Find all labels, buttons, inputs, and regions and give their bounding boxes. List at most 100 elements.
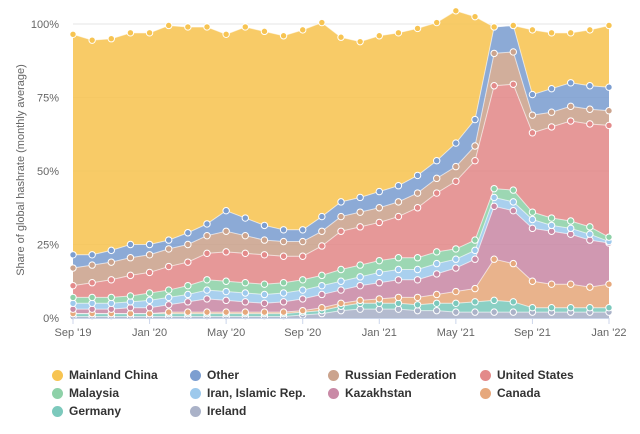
marker-russian-federation[interactable] xyxy=(318,227,326,235)
marker-mainland-china[interactable] xyxy=(567,29,575,37)
marker-kazakhstan[interactable] xyxy=(203,295,211,303)
marker-iran-islamic-rep[interactable] xyxy=(165,293,173,302)
marker-kazakhstan[interactable] xyxy=(433,270,441,278)
marker-mainland-china[interactable] xyxy=(126,29,135,37)
marker-other[interactable] xyxy=(567,79,575,87)
marker-malaysia[interactable] xyxy=(586,223,594,231)
marker-mainland-china[interactable] xyxy=(394,29,403,37)
marker-malaysia[interactable] xyxy=(356,261,364,269)
marker-russian-federation[interactable] xyxy=(279,237,288,246)
marker-united-states[interactable] xyxy=(241,249,249,258)
marker-malaysia[interactable] xyxy=(260,280,269,288)
marker-other[interactable] xyxy=(241,214,249,222)
marker-iran-islamic-rep[interactable] xyxy=(394,265,403,274)
marker-other[interactable] xyxy=(184,229,192,237)
marker-iran-islamic-rep[interactable] xyxy=(203,286,211,294)
marker-mainland-china[interactable] xyxy=(69,30,77,38)
marker-iran-islamic-rep[interactable] xyxy=(356,273,364,281)
marker-canada[interactable] xyxy=(184,308,192,316)
marker-malaysia[interactable] xyxy=(433,248,441,256)
marker-iran-islamic-rep[interactable] xyxy=(528,215,537,224)
marker-germany[interactable] xyxy=(586,304,594,312)
marker-kazakhstan[interactable] xyxy=(509,206,517,215)
marker-united-states[interactable] xyxy=(433,189,441,197)
marker-united-states[interactable] xyxy=(528,129,537,137)
marker-united-states[interactable] xyxy=(145,268,154,277)
marker-kazakhstan[interactable] xyxy=(241,298,249,306)
marker-other[interactable] xyxy=(375,187,383,196)
marker-malaysia[interactable] xyxy=(165,286,173,294)
marker-canada[interactable] xyxy=(375,295,383,303)
marker-iran-islamic-rep[interactable] xyxy=(145,296,154,305)
marker-malaysia[interactable] xyxy=(299,276,307,284)
marker-canada[interactable] xyxy=(413,293,422,302)
marker-other[interactable] xyxy=(107,246,115,255)
marker-russian-federation[interactable] xyxy=(586,105,594,113)
marker-mainland-china[interactable] xyxy=(318,18,326,27)
marker-united-states[interactable] xyxy=(337,227,345,235)
marker-mainland-china[interactable] xyxy=(145,29,154,37)
marker-kazakhstan[interactable] xyxy=(490,202,498,210)
marker-mainland-china[interactable] xyxy=(413,24,422,33)
marker-iran-islamic-rep[interactable] xyxy=(279,289,288,297)
marker-malaysia[interactable] xyxy=(279,279,288,287)
legend-item[interactable]: United States xyxy=(480,368,620,382)
marker-united-states[interactable] xyxy=(107,276,115,284)
marker-malaysia[interactable] xyxy=(222,277,230,285)
marker-iran-islamic-rep[interactable] xyxy=(490,193,498,202)
marker-mainland-china[interactable] xyxy=(299,26,307,34)
marker-other[interactable] xyxy=(452,139,460,147)
marker-malaysia[interactable] xyxy=(203,276,211,284)
marker-kazakhstan[interactable] xyxy=(356,281,364,290)
marker-russian-federation[interactable] xyxy=(528,111,537,119)
marker-malaysia[interactable] xyxy=(145,289,154,297)
marker-other[interactable] xyxy=(165,236,173,244)
marker-united-states[interactable] xyxy=(394,212,403,221)
marker-canada[interactable] xyxy=(452,287,460,296)
marker-russian-federation[interactable] xyxy=(299,237,307,246)
marker-russian-federation[interactable] xyxy=(126,254,135,262)
marker-iran-islamic-rep[interactable] xyxy=(337,277,345,285)
marker-kazakhstan[interactable] xyxy=(222,296,230,305)
marker-malaysia[interactable] xyxy=(241,279,249,287)
marker-kazakhstan[interactable] xyxy=(471,255,479,263)
marker-other[interactable] xyxy=(471,115,479,124)
marker-malaysia[interactable] xyxy=(184,281,192,290)
marker-canada[interactable] xyxy=(165,308,173,316)
marker-mainland-china[interactable] xyxy=(356,37,364,46)
marker-canada[interactable] xyxy=(605,280,613,288)
marker-iran-islamic-rep[interactable] xyxy=(318,281,326,290)
marker-mainland-china[interactable] xyxy=(184,23,192,31)
marker-germany[interactable] xyxy=(471,298,479,306)
marker-united-states[interactable] xyxy=(586,120,594,128)
marker-canada[interactable] xyxy=(279,308,288,316)
marker-mainland-china[interactable] xyxy=(509,21,517,30)
marker-russian-federation[interactable] xyxy=(222,227,230,235)
marker-canada[interactable] xyxy=(337,299,345,307)
marker-ireland[interactable] xyxy=(509,308,517,316)
marker-canada[interactable] xyxy=(318,304,326,312)
marker-russian-federation[interactable] xyxy=(394,198,403,206)
marker-mainland-china[interactable] xyxy=(586,26,594,34)
marker-ireland[interactable] xyxy=(452,308,460,316)
marker-united-states[interactable] xyxy=(222,248,230,256)
marker-united-states[interactable] xyxy=(279,252,288,260)
marker-canada[interactable] xyxy=(394,293,403,302)
marker-united-states[interactable] xyxy=(375,218,383,227)
marker-kazakhstan[interactable] xyxy=(528,224,537,233)
marker-malaysia[interactable] xyxy=(413,254,422,262)
marker-canada[interactable] xyxy=(222,308,230,316)
marker-united-states[interactable] xyxy=(605,121,613,130)
marker-other[interactable] xyxy=(394,182,403,190)
marker-united-states[interactable] xyxy=(69,281,77,290)
marker-kazakhstan[interactable] xyxy=(337,286,345,294)
marker-iran-islamic-rep[interactable] xyxy=(509,198,517,206)
marker-other[interactable] xyxy=(88,251,96,259)
legend-item[interactable]: Germany xyxy=(52,404,190,418)
marker-united-states[interactable] xyxy=(299,252,307,260)
marker-russian-federation[interactable] xyxy=(605,107,613,115)
marker-malaysia[interactable] xyxy=(126,292,135,300)
marker-kazakhstan[interactable] xyxy=(260,299,269,307)
marker-kazakhstan[interactable] xyxy=(394,276,403,284)
marker-malaysia[interactable] xyxy=(490,184,498,193)
